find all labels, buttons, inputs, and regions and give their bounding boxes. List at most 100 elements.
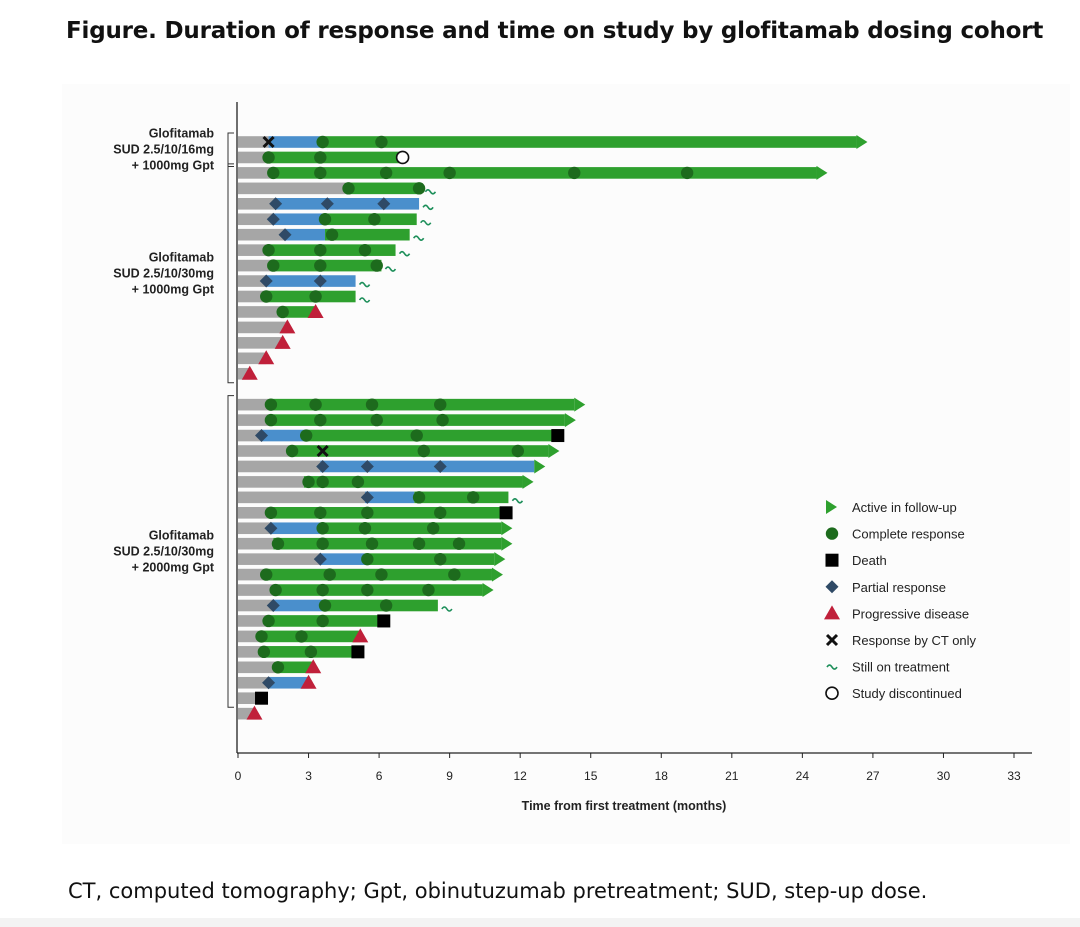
death-square — [377, 614, 391, 628]
partial-response-marker — [377, 197, 391, 211]
legend-label: Progressive disease — [852, 606, 969, 621]
complete-response-marker — [351, 475, 365, 489]
complete-response-marker — [262, 243, 275, 257]
swimmer-row — [238, 398, 575, 411]
row-end-tilde — [424, 189, 437, 195]
partial-response-marker — [313, 274, 327, 288]
complete-response-marker — [323, 568, 336, 581]
complete-response-dot — [271, 661, 285, 674]
complete-response-marker — [680, 166, 694, 180]
group-labels-layer: Glofitamab SUD 2.5/10/16mg + 1000mg Gpt Glo… — [113, 127, 234, 708]
complete-response-dot — [325, 228, 339, 241]
complete-response-dot — [316, 583, 329, 597]
swimmer-row — [238, 553, 495, 565]
gray-segment — [238, 244, 269, 256]
swimmer-row — [238, 275, 356, 287]
death-square — [255, 691, 269, 705]
still-on-treatment-tilde — [420, 219, 432, 226]
x-tick-label: 21 — [725, 769, 739, 783]
swimmer-row — [238, 244, 396, 256]
still-on-treatment-tilde — [441, 606, 453, 612]
active-follow-up-arrow — [574, 397, 586, 412]
gray-segment — [238, 306, 283, 318]
partial-response-diamond — [266, 212, 280, 226]
complete-response-marker — [257, 645, 271, 659]
gray-segment — [238, 321, 288, 334]
complete-response-dot — [368, 213, 381, 226]
complete-response-dot — [314, 243, 327, 257]
gray-segment — [238, 507, 269, 519]
swimmer-row — [238, 646, 358, 658]
complete-response-dot — [417, 444, 430, 458]
group-label-line: Glofitamab — [149, 528, 215, 542]
blue-segment — [261, 429, 307, 442]
swimmer-row — [238, 290, 356, 303]
complete-response-dot — [269, 583, 282, 597]
complete-response-marker — [568, 166, 581, 180]
complete-response-dot — [370, 413, 383, 427]
progressive-disease-marker — [300, 674, 317, 689]
complete-response-marker — [316, 522, 329, 535]
swimmer-row — [238, 676, 309, 689]
gray-segment — [238, 290, 267, 303]
complete-response-dot — [314, 166, 327, 180]
swimmer-row — [238, 707, 255, 720]
complete-response-marker — [295, 630, 308, 643]
group-label-line: + 2000mg Gpt — [132, 560, 215, 574]
partial-response-diamond — [316, 459, 330, 473]
complete-response-marker — [434, 552, 447, 566]
partial-response-marker — [313, 552, 327, 566]
complete-response-dot — [375, 568, 388, 581]
gray-segment — [238, 676, 269, 689]
complete-response-marker — [255, 630, 268, 643]
complete-response-dot — [452, 537, 466, 550]
legend-entry: Partial response — [825, 580, 946, 595]
partial-response-marker — [316, 459, 330, 473]
swimmer-row — [238, 321, 288, 334]
gray-segment — [238, 553, 321, 565]
swimmer-row — [238, 414, 565, 426]
legend-tilde-icon — [826, 664, 838, 670]
legend-label: Response by CT only — [852, 633, 977, 648]
partial-response-diamond — [377, 197, 391, 211]
complete-response-dot — [318, 599, 332, 612]
partial-response-marker — [360, 459, 374, 473]
swimmer-row — [238, 522, 502, 535]
complete-response-marker — [309, 290, 322, 303]
x-tick-label: 0 — [235, 769, 242, 783]
complete-response-marker — [262, 151, 275, 164]
complete-response-marker — [267, 166, 280, 180]
complete-response-marker — [264, 506, 278, 519]
study-discontinued-circle — [825, 686, 839, 701]
blue-segment — [268, 676, 309, 689]
legend-ct-only-icon — [825, 633, 839, 647]
blue-segment — [270, 522, 321, 535]
green-segment — [320, 136, 857, 148]
legend-arrow-icon — [826, 500, 837, 514]
swimmer-row — [238, 182, 422, 195]
green-segment — [273, 584, 483, 596]
complete-response-marker — [318, 213, 332, 226]
complete-response-marker — [316, 614, 329, 628]
row-end-tilde — [398, 250, 411, 257]
row-end-arrow — [494, 552, 506, 567]
gray-segment — [238, 414, 271, 426]
row-end-arrow — [482, 583, 494, 598]
complete-response-dot — [255, 630, 268, 643]
row-end-arrow — [548, 444, 560, 458]
row-end-arrow — [574, 397, 586, 412]
blue-segment — [285, 228, 326, 241]
gray-segment — [238, 151, 269, 164]
complete-response-marker — [365, 537, 379, 550]
x-tick-label: 24 — [796, 769, 810, 783]
complete-response-dot — [271, 537, 285, 550]
group-label-line: SUD 2.5/10/16mg — [113, 143, 214, 157]
swimmer-row — [238, 167, 817, 179]
complete-response-dot — [370, 259, 383, 272]
legend-entry: Complete response — [825, 527, 965, 542]
x-tick-label: 12 — [514, 769, 528, 783]
death-marker — [351, 645, 365, 659]
progressive-disease-marker — [305, 659, 322, 674]
complete-response-dot — [568, 166, 581, 180]
partial-response-marker — [433, 459, 447, 473]
